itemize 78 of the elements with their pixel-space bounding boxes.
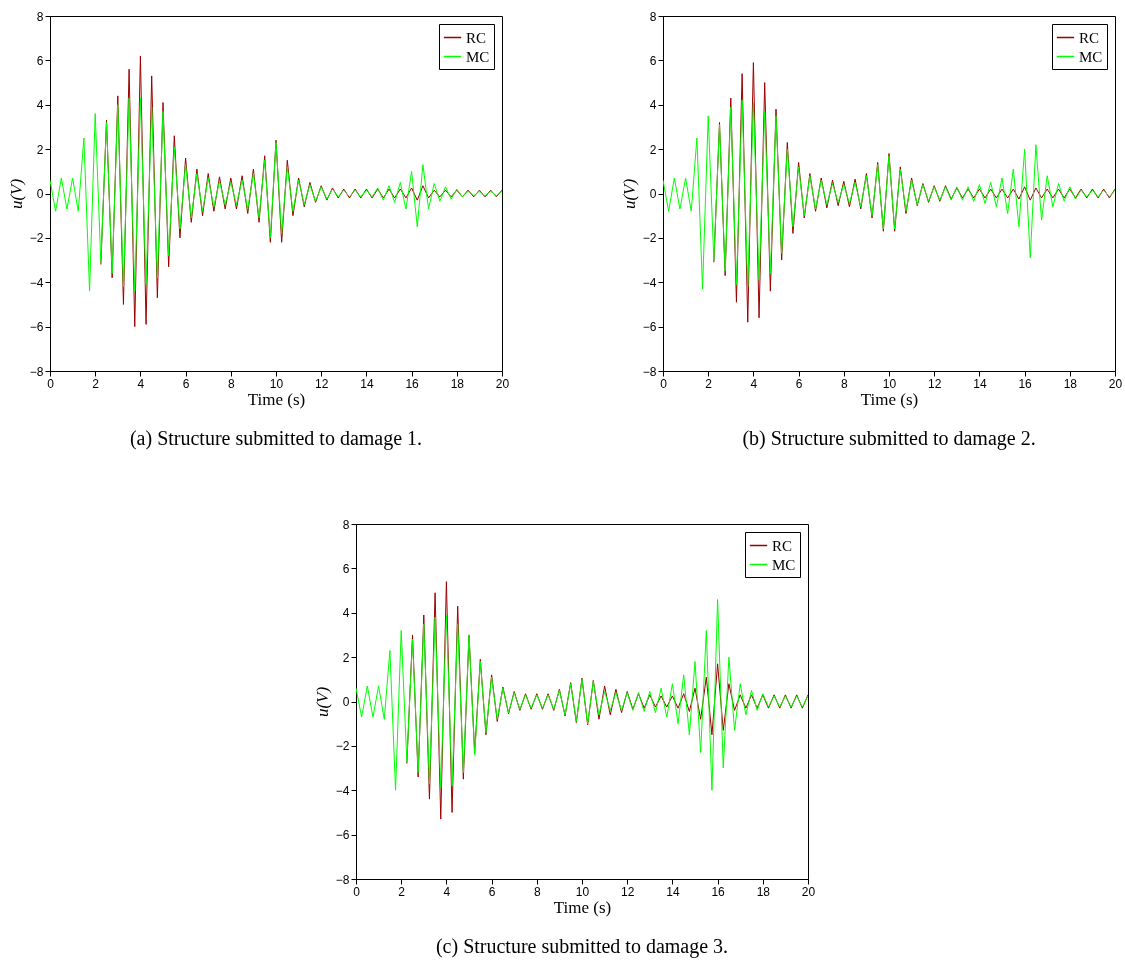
legend-label: RC (466, 29, 487, 46)
x-tick-label: 10 (882, 376, 897, 391)
x-axis-title: Time (s) (247, 389, 306, 409)
y-tick-label: 8 (649, 9, 657, 24)
y-tick-label: −4 (642, 275, 657, 290)
y-tick-label: −4 (335, 783, 350, 798)
y-tick-label: −6 (29, 320, 44, 335)
x-axis-title: Time (s) (553, 897, 612, 917)
y-tick-label: −6 (335, 828, 350, 843)
y-tick-label: 6 (342, 561, 350, 576)
y-tick-label: −8 (335, 872, 350, 887)
x-tick-label: 0 (353, 884, 361, 899)
y-tick-label: −2 (335, 739, 350, 754)
x-axis-title: Time (s) (860, 389, 919, 409)
y-tick-label: 6 (36, 53, 44, 68)
x-tick-label: 4 (137, 376, 145, 391)
x-tick-label: 10 (269, 376, 284, 391)
text: (a) Structure submitted to damage 1. (129, 427, 423, 450)
legend-label: RC (772, 537, 793, 554)
text: (b) Structure submitted to damage 2. (742, 427, 1036, 450)
x-tick-label: 18 (450, 376, 465, 391)
y-tick-label: 0 (36, 187, 44, 201)
x-tick-label: 6 (182, 376, 190, 391)
y-tick-label: 4 (342, 606, 350, 621)
y-tick-label: 0 (342, 695, 350, 709)
y-tick-label: 8 (342, 517, 350, 532)
y-tick-label: 6 (649, 53, 657, 68)
y-tick-label: −4 (29, 275, 44, 290)
legend-label: MC (772, 556, 796, 573)
x-tick-label: 18 (1063, 376, 1078, 391)
x-tick-label: 8 (227, 376, 235, 391)
y-tick-label: −8 (29, 364, 44, 379)
x-tick-label: 2 (705, 376, 713, 391)
x-tick-label: 4 (750, 376, 758, 391)
x-tick-label: 18 (756, 884, 771, 899)
x-tick-label: 14 (666, 884, 680, 899)
x-tick-label: 6 (488, 884, 496, 899)
x-tick-label: 10 (575, 884, 590, 899)
x-tick-label: 12 (928, 376, 942, 391)
x-tick-label: 20 (801, 884, 816, 899)
legend-label: MC (466, 48, 490, 65)
y-tick-label: 4 (36, 98, 44, 113)
legend-label: RC (1079, 29, 1100, 46)
x-tick-label: 20 (1108, 376, 1123, 391)
x-tick-label: 16 (1018, 376, 1033, 391)
line-series (663, 99, 1115, 290)
y-tick-label: −2 (642, 231, 657, 246)
y-tick-label: 8 (36, 9, 44, 24)
y-tick-label: 4 (649, 98, 657, 113)
x-tick-label: 2 (398, 884, 406, 899)
y-tick-label: 2 (649, 142, 657, 157)
legend-label: MC (1079, 48, 1103, 65)
x-tick-label: 12 (621, 884, 635, 899)
x-tick-label: 12 (315, 376, 329, 391)
line-series (356, 598, 808, 791)
line-series (50, 97, 502, 292)
y-tick-label: 2 (36, 142, 44, 157)
y-tick-label: 0 (649, 187, 657, 201)
y-axis-title: u(V) (312, 686, 332, 718)
x-tick-label: 14 (360, 376, 374, 391)
y-axis-title: u(V) (6, 178, 26, 210)
x-tick-label: 0 (47, 376, 55, 391)
x-tick-label: 14 (973, 376, 987, 391)
x-tick-label: 8 (840, 376, 848, 391)
x-tick-label: 16 (711, 884, 726, 899)
y-axis-title: u(V) (619, 178, 639, 210)
x-tick-label: 20 (495, 376, 510, 391)
y-tick-label: −6 (642, 320, 657, 335)
x-tick-label: 0 (660, 376, 668, 391)
x-tick-label: 4 (443, 884, 451, 899)
x-tick-label: 2 (92, 376, 100, 391)
y-tick-label: −8 (642, 364, 657, 379)
x-tick-label: 8 (533, 884, 541, 899)
y-tick-label: −2 (29, 231, 44, 246)
y-tick-label: 2 (342, 650, 350, 665)
x-tick-label: 16 (405, 376, 420, 391)
text: (c) Structure submitted to damage 3. (435, 935, 729, 958)
x-tick-label: 6 (795, 376, 803, 391)
